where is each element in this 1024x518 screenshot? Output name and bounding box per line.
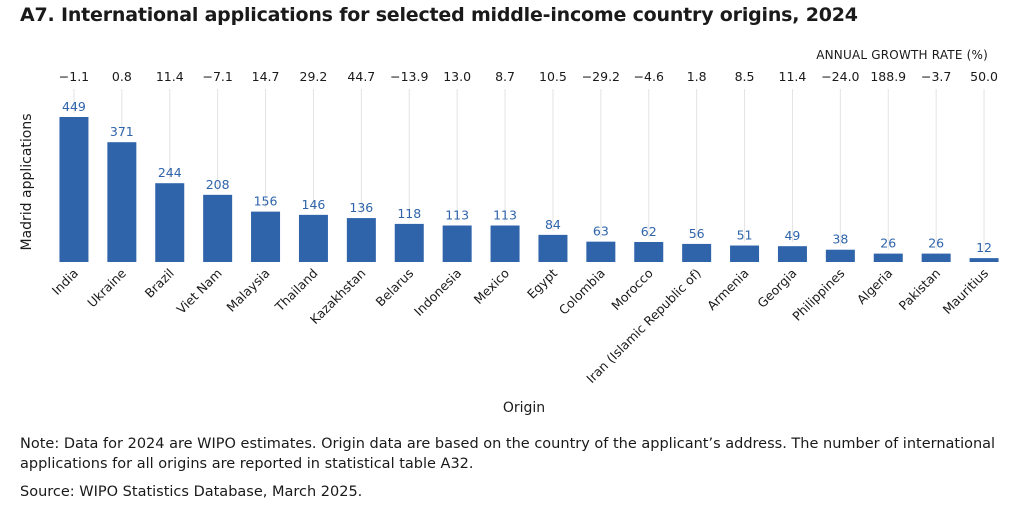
bar [59, 117, 89, 262]
bar [107, 142, 137, 262]
bar [825, 249, 855, 262]
bar-value-label: 136 [349, 200, 373, 215]
category-label: Viet Nam [173, 266, 224, 317]
category-label: Egypt [524, 265, 560, 301]
bar [777, 246, 807, 262]
note-text: Note: Data for 2024 are WIPO estimates. … [20, 436, 996, 472]
chart-notes: Note: Data for 2024 are WIPO estimates. … [20, 434, 1010, 502]
category-label: Mexico [471, 266, 512, 307]
category-label: Pakistan [896, 266, 944, 314]
growth-rate-label: 188.9 [870, 69, 906, 84]
bar-value-label: 62 [641, 224, 657, 239]
growth-rate-label: −7.1 [202, 69, 232, 84]
bar [298, 214, 328, 262]
category-label: Georgia [754, 266, 799, 311]
growth-rate-label: 11.4 [779, 69, 807, 84]
bar-value-label: 26 [880, 236, 896, 251]
growth-rate-label: −3.7 [921, 69, 951, 84]
category-label: Morocco [608, 266, 656, 314]
category-label: Algeria [854, 266, 896, 308]
category-label: Malaysia [223, 266, 272, 315]
growth-rate-label: 8.7 [495, 69, 515, 84]
bar [251, 211, 281, 262]
bar [730, 245, 760, 262]
bar [921, 253, 951, 262]
y-axis-label: Madrid applications [19, 113, 35, 250]
bar [442, 225, 472, 262]
bar-value-label: 113 [493, 208, 517, 223]
category-label: Belarus [373, 266, 417, 310]
growth-rate-label: 13.0 [443, 69, 471, 84]
growth-rate-label: −24.0 [821, 69, 859, 84]
bar-value-label: 208 [206, 177, 230, 192]
chart-title: A7. International applications for selec… [20, 4, 858, 26]
bar-value-label: 371 [110, 124, 134, 139]
bar [969, 258, 999, 262]
category-label: Ukraine [84, 265, 129, 310]
bar-value-label: 113 [445, 208, 469, 223]
source-text: Source: WIPO Statistics Database, March … [20, 484, 363, 500]
growth-rate-label: 50.0 [970, 69, 998, 84]
bar-value-label: 449 [62, 99, 86, 114]
growth-rate-label: 29.2 [300, 69, 328, 84]
bar-value-label: 84 [545, 217, 561, 232]
bar-value-label: 244 [158, 165, 182, 180]
bar-value-label: 118 [397, 206, 421, 221]
growth-rate-label: 8.5 [735, 69, 755, 84]
bar [873, 253, 903, 262]
growth-rate-label: −13.9 [390, 69, 428, 84]
bar-value-label: 49 [784, 228, 800, 243]
x-axis-label: Origin [503, 400, 545, 416]
category-label: Philippines [789, 266, 847, 324]
bar-value-label: 156 [254, 194, 278, 209]
bar [682, 243, 712, 262]
bar-value-label: 26 [928, 236, 944, 251]
bar [346, 218, 376, 262]
category-label: Colombia [556, 266, 608, 318]
category-label: Mauritius [940, 266, 991, 317]
category-label: Indonesia [411, 266, 464, 319]
growth-rate-label: 44.7 [347, 69, 375, 84]
bar-value-label: 146 [302, 197, 326, 212]
category-label: Thailand [271, 266, 320, 315]
bar-value-label: 12 [976, 240, 992, 255]
bar [203, 194, 233, 262]
bar-value-label: 63 [593, 224, 609, 239]
bar [538, 234, 568, 262]
growth-rate-label: 1.8 [687, 69, 707, 84]
bar [586, 241, 616, 262]
growth-rate-label: −1.1 [59, 69, 89, 84]
bar-value-label: 38 [832, 232, 848, 247]
category-label: Armenia [704, 266, 752, 314]
bar-value-label: 51 [737, 228, 753, 243]
category-label: Brazil [142, 266, 177, 301]
bar [155, 183, 185, 262]
growth-rate-label: −29.2 [582, 69, 620, 84]
growth-rate-label: 10.5 [539, 69, 567, 84]
growth-rate-header: ANNUAL GROWTH RATE (%) [816, 48, 988, 62]
growth-rate-label: 0.8 [112, 69, 132, 84]
bar-chart: Madrid applications −1.1 449 India 0.8 371 Ukr… [19, 69, 999, 416]
growth-rate-label: 11.4 [156, 69, 184, 84]
bar-value-label: 56 [689, 226, 705, 241]
bar [634, 241, 664, 262]
growth-rate-label: −4.6 [634, 69, 664, 84]
growth-rate-label: 14.7 [252, 69, 280, 84]
category-label: India [49, 266, 81, 298]
bar [490, 225, 520, 262]
bar [394, 223, 424, 262]
